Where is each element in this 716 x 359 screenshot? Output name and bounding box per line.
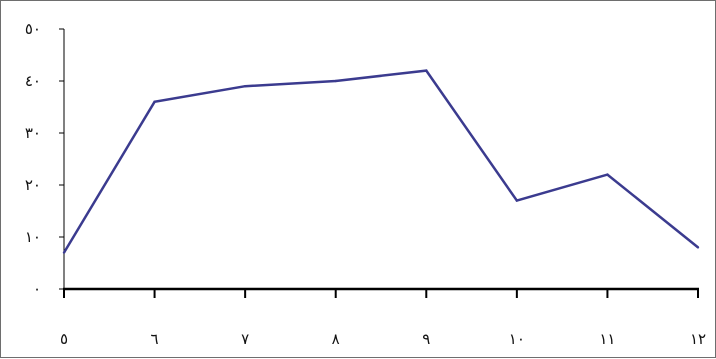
y-tick-label: ٤٠ [25, 72, 41, 90]
data-point [425, 69, 428, 72]
x-axis [63, 287, 699, 298]
x-tick-label: ٦ [151, 330, 159, 348]
x-tick-label: ١٠ [509, 330, 525, 348]
y-axis [59, 28, 65, 290]
x-tick-label: ٥ [60, 330, 68, 348]
data-point [606, 173, 609, 176]
x-tick-label: ٨ [332, 330, 340, 348]
x-tick-label: ١١ [599, 330, 615, 348]
data-point [153, 100, 156, 104]
data-point [243, 85, 247, 88]
y-tick-label: ٣٠ [25, 124, 41, 142]
series-line [62, 69, 699, 254]
y-tick-label: ٢٠ [25, 176, 41, 194]
data-point [515, 199, 519, 202]
series-group [62, 69, 700, 254]
data-point [696, 246, 700, 249]
y-tick-labels: ٠ ١٠ ٢٠ ٣٠ ٤٠ ٥٠ [25, 20, 41, 298]
x-tick-labels: ٥ ٦ ٧ ٨ ٩ ١٠ ١١ ١٢ [60, 330, 706, 348]
y-tick-label: ١٠ [25, 228, 41, 246]
data-point [62, 251, 66, 254]
y-tick-label: ٠ [33, 280, 41, 298]
x-tick-label: ١٢ [690, 330, 706, 348]
x-tick-label: ٩ [422, 330, 430, 348]
y-tick-label: ٥٠ [25, 20, 41, 38]
x-tick-label: ٧ [241, 330, 249, 348]
data-point [334, 79, 337, 83]
